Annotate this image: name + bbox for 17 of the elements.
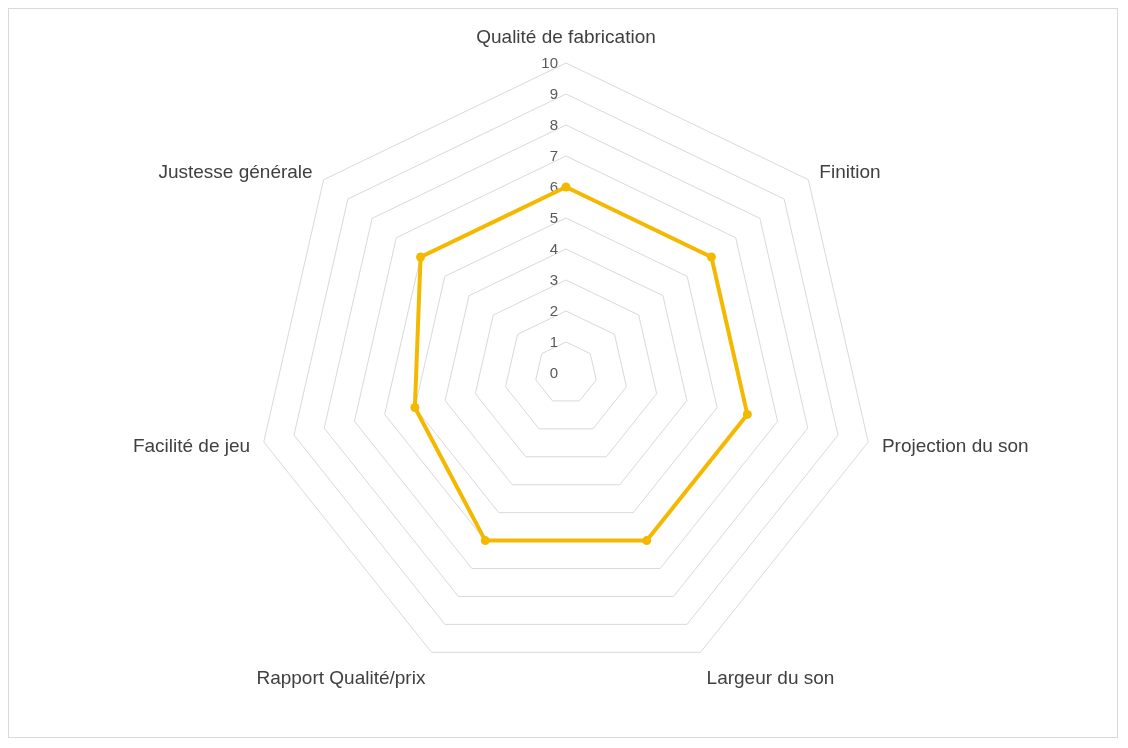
y-tick-label: 2 xyxy=(549,302,558,320)
y-tick-label: 1 xyxy=(549,333,558,351)
spoke-label: Rapport Qualité/prix xyxy=(256,666,426,688)
y-tick-label: 4 xyxy=(549,240,558,258)
spoke-label: Projection du son xyxy=(881,434,1029,456)
y-tick-label: 3 xyxy=(549,271,558,289)
spoke-label: Largeur du son xyxy=(706,666,835,688)
y-tick-label: 9 xyxy=(549,85,558,103)
spoke-label: Qualité de fabrication xyxy=(476,26,656,48)
y-tick-label: 7 xyxy=(549,147,558,165)
spoke-label: Finition xyxy=(819,160,881,182)
spoke-label: Justesse générale xyxy=(158,160,313,182)
spoke-label: Facilité de jeu xyxy=(132,434,251,456)
y-tick-label: 8 xyxy=(549,116,558,134)
y-tick-label: 5 xyxy=(549,209,558,227)
y-tick-label: 10 xyxy=(541,54,558,72)
y-tick-label: 0 xyxy=(549,364,558,382)
